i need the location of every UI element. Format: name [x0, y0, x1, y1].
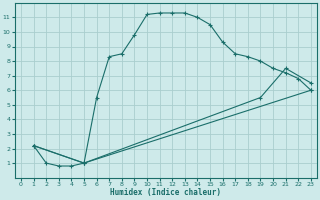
- X-axis label: Humidex (Indice chaleur): Humidex (Indice chaleur): [110, 188, 221, 197]
